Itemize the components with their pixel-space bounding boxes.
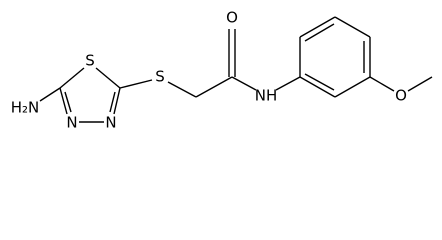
- atom-label: N: [66, 114, 77, 132]
- atom-label: O: [395, 87, 407, 105]
- atom-label: H₂N: [11, 99, 40, 117]
- atom-label: O: [226, 9, 238, 27]
- structure-diagram: H₂N S N N S O NH O: [11, 9, 433, 132]
- atom-labels: H₂N S N N S O NH O: [11, 9, 407, 132]
- atom-label: S: [155, 68, 165, 86]
- atom-label: NH: [255, 87, 278, 105]
- atom-label: N: [105, 114, 116, 132]
- bonds: [39, 16, 433, 123]
- atom-label: S: [85, 52, 95, 70]
